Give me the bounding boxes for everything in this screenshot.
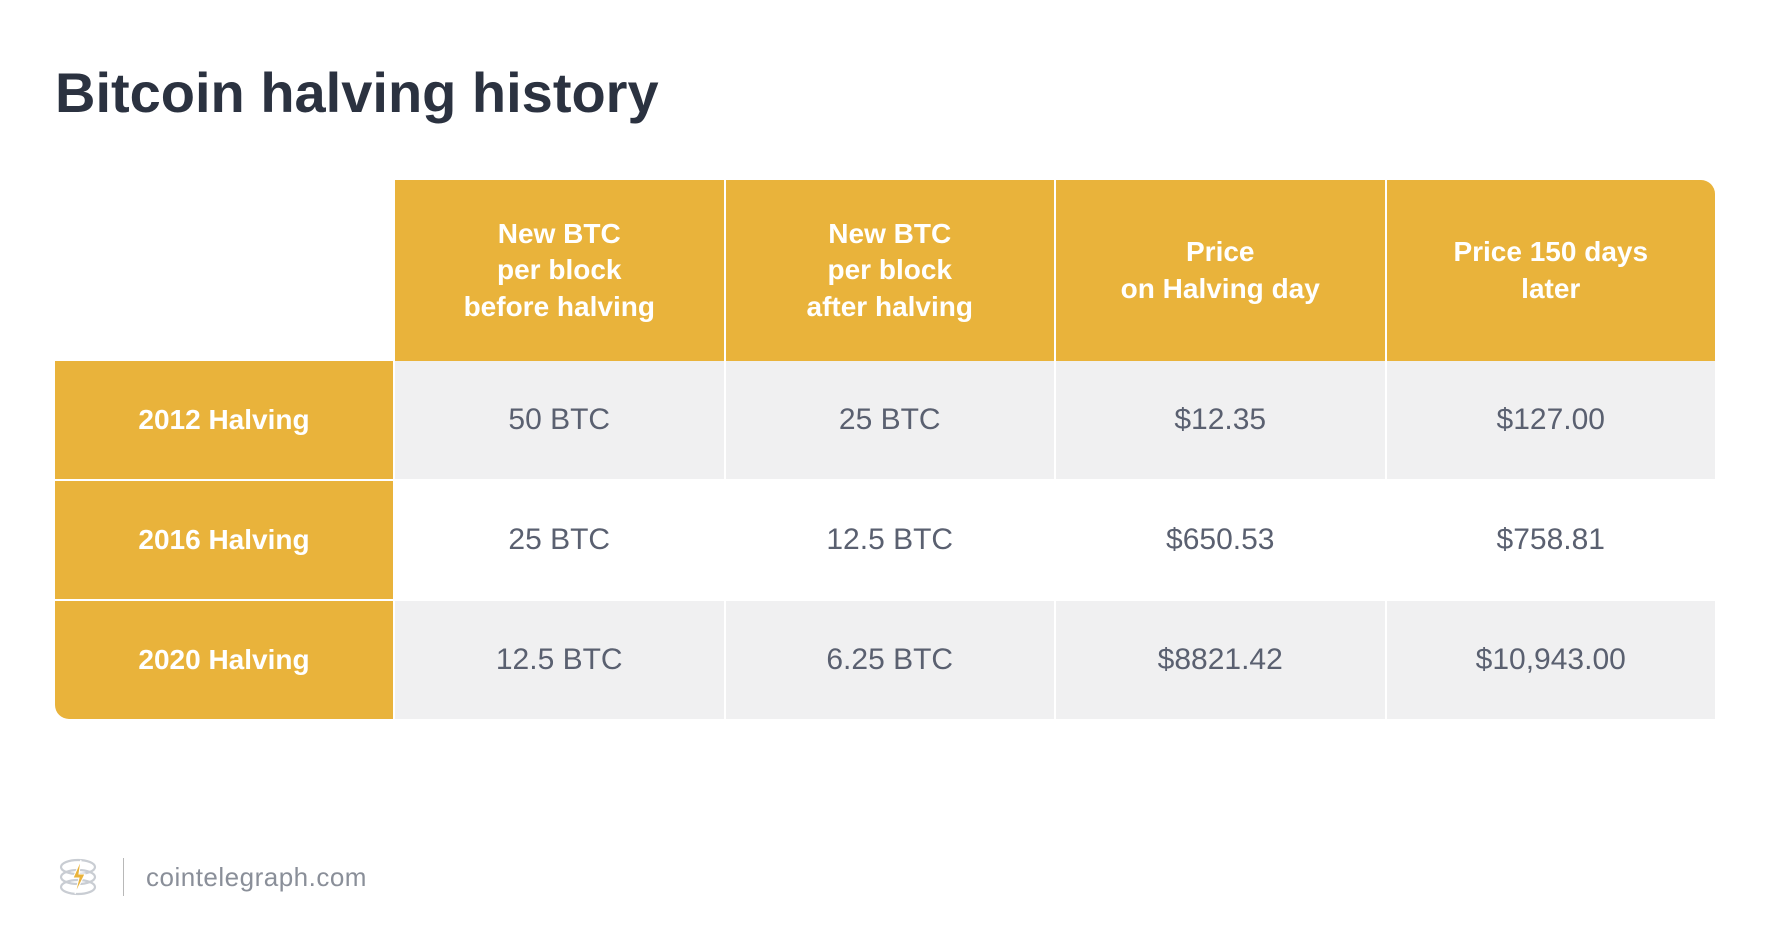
cointelegraph-logo-icon xyxy=(55,854,101,900)
table-header-row: New BTCper blockbefore halving New BTCpe… xyxy=(55,180,1715,361)
table-cell: $10,943.00 xyxy=(1387,601,1716,719)
footer: cointelegraph.com xyxy=(55,854,367,900)
table-cell: 25 BTC xyxy=(726,361,1057,479)
table-cell: $12.35 xyxy=(1056,361,1387,479)
table-cell: $758.81 xyxy=(1387,481,1716,599)
table-row: 2016 Halving 25 BTC 12.5 BTC $650.53 $75… xyxy=(55,481,1715,601)
table-cell: $650.53 xyxy=(1056,481,1387,599)
row-label-2020: 2020 Halving xyxy=(55,601,395,719)
row-label-2012: 2012 Halving xyxy=(55,361,395,479)
table-cell: 50 BTC xyxy=(395,361,726,479)
page-title: Bitcoin halving history xyxy=(55,60,1715,125)
table-cell: $127.00 xyxy=(1387,361,1716,479)
col-header-price-later: Price 150 dayslater xyxy=(1387,180,1716,361)
source-attribution: cointelegraph.com xyxy=(146,862,367,893)
col-header-btc-after: New BTCper blockafter halving xyxy=(726,180,1057,361)
col-header-btc-before: New BTCper blockbefore halving xyxy=(395,180,726,361)
table-cell: 6.25 BTC xyxy=(726,601,1057,719)
header-spacer xyxy=(55,180,395,361)
footer-divider xyxy=(123,858,124,896)
table-cell: $8821.42 xyxy=(1056,601,1387,719)
table-row: 2020 Halving 12.5 BTC 6.25 BTC $8821.42 … xyxy=(55,601,1715,719)
table-cell: 12.5 BTC xyxy=(726,481,1057,599)
row-label-2016: 2016 Halving xyxy=(55,481,395,599)
table-row: 2012 Halving 50 BTC 25 BTC $12.35 $127.0… xyxy=(55,361,1715,481)
col-header-price-day: Priceon Halving day xyxy=(1056,180,1387,361)
table-cell: 12.5 BTC xyxy=(395,601,726,719)
halving-table: New BTCper blockbefore halving New BTCpe… xyxy=(55,180,1715,719)
table-cell: 25 BTC xyxy=(395,481,726,599)
